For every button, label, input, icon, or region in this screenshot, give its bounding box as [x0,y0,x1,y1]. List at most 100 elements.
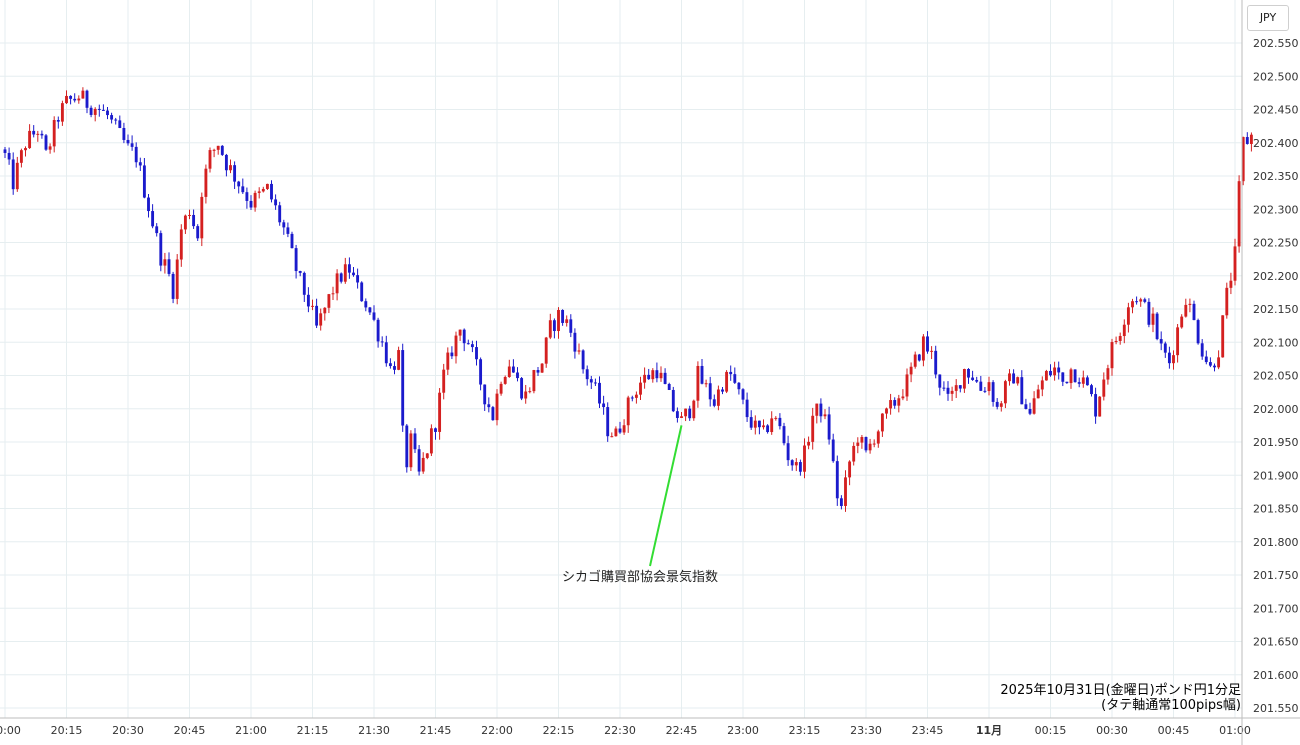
candle-body [1151,313,1155,325]
candle-body [48,146,52,150]
x-tick-label: 23:30 [850,724,882,737]
candle-body [11,159,15,190]
candle-body [15,162,19,190]
candle-body [368,307,372,313]
candle-body [581,350,585,370]
candle-body [475,347,478,360]
candle-body [175,259,179,299]
candle-body [1053,367,1057,376]
candle-body [577,350,581,352]
candle-body [1085,377,1089,386]
candle-body [757,420,761,428]
candle-body [983,390,987,392]
candle-body [417,449,421,472]
candle-body [692,400,696,419]
candle-body [155,226,159,234]
candle-body [712,399,716,406]
candle-body [270,183,273,200]
x-tick-label: 23:00 [727,724,759,737]
candle-body [19,150,23,163]
candle-body [733,374,737,383]
candle-body [434,428,437,432]
candle-body [622,425,626,433]
candle-body [1008,373,1011,382]
candle-body [134,146,138,163]
candle-body [958,385,962,389]
candle-body [339,273,343,282]
candle-body [680,416,683,418]
candle-body [1155,313,1159,340]
candle-body [77,98,81,101]
candle-body [163,259,167,266]
y-tick-label: 202.300 [1253,203,1299,216]
candle-body [520,378,524,399]
candle-body [1233,246,1237,281]
candle-body [413,433,417,450]
candle-body [1245,137,1249,144]
candle-body [675,411,679,418]
candle-body [852,445,856,462]
candle-body [491,407,495,421]
y-tick-label: 201.650 [1253,636,1299,649]
candle-body [618,428,622,433]
candle-body [421,457,425,472]
candle-body [208,150,212,169]
candle-body [630,397,634,399]
candle-body [393,366,396,370]
candle-body [762,425,765,428]
candle-body [602,403,606,408]
candle-body [1016,377,1020,384]
candle-body [1200,343,1204,357]
candle-body [286,227,290,234]
x-tick-label: 22:15 [543,724,575,737]
candle-body [753,420,757,428]
candle-body [298,271,302,273]
candle-body [1221,315,1225,358]
candle-body [1208,362,1212,366]
candle-body [81,90,85,99]
candle-body [1217,357,1221,368]
candle-body [741,389,745,400]
candle-body [561,310,565,323]
candle-body [1143,299,1147,302]
candle-body [770,418,774,433]
x-tick-label: 00:45 [1158,724,1190,737]
candle-body [229,165,232,171]
candle-body [384,342,388,364]
candle-body [848,461,852,478]
candle-body [606,407,610,437]
y-tick-label: 202.050 [1253,370,1299,383]
candle-body [40,133,44,136]
candle-body [766,425,770,433]
candle-body [3,149,7,153]
candle-body [216,145,220,150]
candle-body [626,397,630,426]
candle-body [69,95,73,99]
candle-body [315,305,319,326]
candle-body [1114,340,1118,343]
candle-body [921,336,925,361]
candle-body [1003,381,1007,404]
candle-body [639,382,642,395]
candle-body [893,400,897,406]
candle-body [7,152,11,160]
candle-body [118,120,122,128]
candle-body [967,369,970,378]
x-tick-label: 00:30 [1096,724,1128,737]
x-tick-label: 21:00 [235,724,267,737]
candle-body [585,369,589,380]
candle-body [147,197,150,212]
candle-body [897,398,901,406]
candle-body [1237,181,1241,247]
candle-body [89,107,93,115]
candle-body [798,462,802,472]
candle-body [380,341,384,343]
candle-body [142,165,146,198]
candle-body [352,272,355,276]
candle-body [1028,409,1032,414]
candle-body [598,382,601,404]
candle-body [704,383,708,385]
y-tick-label: 202.350 [1253,170,1299,183]
y-tick-label: 202.400 [1253,137,1299,150]
